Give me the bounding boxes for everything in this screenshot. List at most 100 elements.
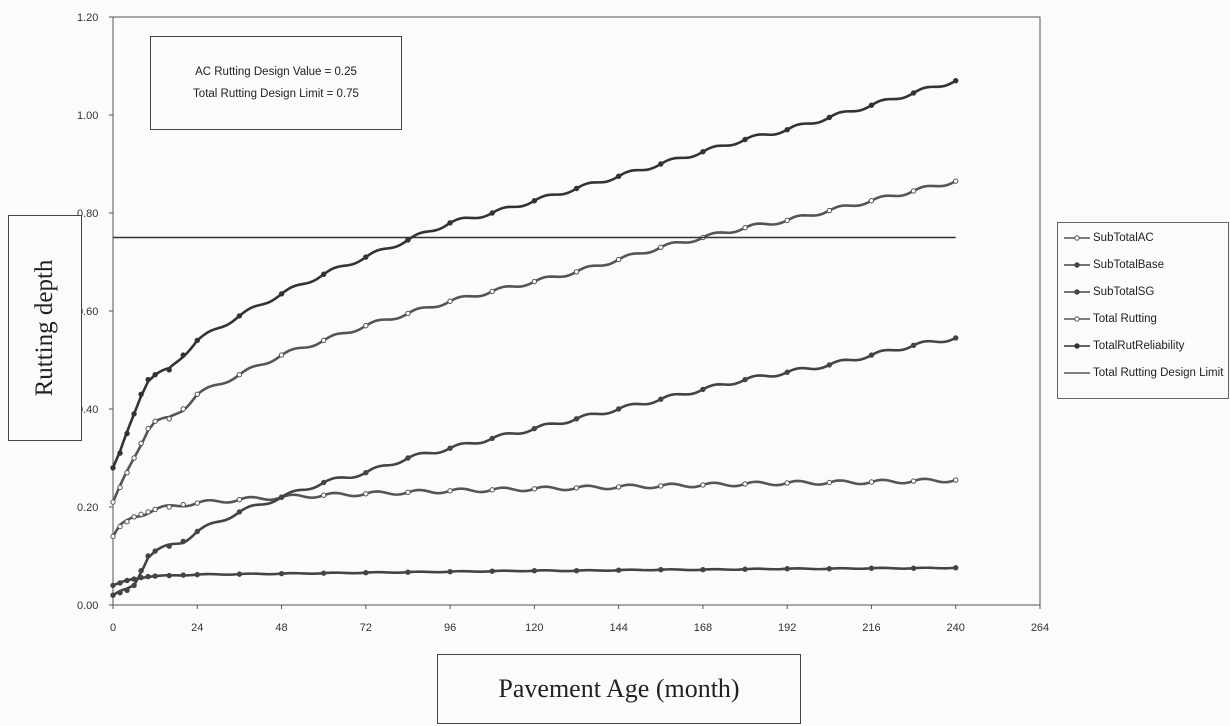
- y-tick-label: 0.00: [77, 600, 98, 612]
- data-point: [742, 481, 748, 487]
- annotation-line-1: AC Rutting Design Value = 0.25: [195, 66, 357, 78]
- data-point: [194, 500, 200, 506]
- data-point: [405, 310, 411, 317]
- data-point: [180, 501, 186, 508]
- data-point: [145, 573, 151, 580]
- data-point: [320, 570, 327, 576]
- data-point: [784, 217, 790, 224]
- data-point: [124, 470, 130, 476]
- series-subtotalsg: [110, 335, 959, 598]
- data-point: [180, 406, 186, 412]
- data-point: [131, 411, 137, 417]
- data-point: [868, 102, 875, 108]
- y-tick-label: 0.60: [77, 306, 98, 318]
- legend-item: Total Rutting: [1064, 312, 1157, 326]
- data-point: [573, 185, 580, 192]
- data-point: [784, 369, 790, 375]
- series-line: [111, 179, 957, 503]
- data-point: [124, 519, 130, 525]
- data-point: [489, 435, 495, 442]
- data-point: [953, 477, 959, 483]
- data-point: [145, 509, 151, 515]
- data-point: [868, 565, 875, 571]
- data-point: [405, 489, 411, 495]
- x-tick-label: 0: [110, 622, 116, 634]
- data-point: [320, 479, 327, 486]
- data-point: [405, 569, 411, 575]
- data-point: [166, 416, 172, 422]
- data-point: [110, 533, 116, 540]
- legend-item: TotalRutReliability: [1064, 339, 1184, 353]
- data-point: [953, 178, 959, 184]
- data-point: [700, 386, 706, 393]
- x-tick-label: 144: [609, 622, 627, 634]
- data-point: [615, 256, 622, 263]
- data-point: [110, 499, 116, 505]
- legend-swatch: [1064, 372, 1090, 374]
- data-point: [742, 376, 748, 383]
- x-tick-label: 72: [360, 622, 372, 634]
- data-point: [658, 483, 664, 489]
- data-point: [447, 568, 453, 575]
- data-point: [166, 543, 172, 549]
- data-point: [531, 278, 538, 285]
- data-point: [363, 491, 369, 497]
- x-tick-label: 24: [191, 622, 203, 634]
- data-point: [138, 511, 144, 518]
- legend-swatch: [1064, 316, 1090, 322]
- data-point: [124, 430, 130, 437]
- data-point: [145, 553, 151, 559]
- legend-item: SubTotalBase: [1064, 258, 1164, 272]
- data-point: [447, 220, 453, 226]
- data-point: [152, 506, 158, 513]
- data-point: [278, 291, 285, 297]
- annotation-line-2: Total Rutting Design Limit = 0.75: [193, 88, 359, 100]
- legend-swatch: [1064, 343, 1090, 349]
- y-axis: 0.00 0.20 0.40 0.60 0.80 1.00 1.20: [77, 12, 113, 612]
- data-point: [531, 425, 538, 432]
- data-point: [110, 582, 116, 589]
- y-axis-title-box: Rutting depth: [8, 215, 82, 441]
- data-point: [236, 313, 243, 319]
- data-point: [953, 78, 959, 84]
- data-point: [573, 485, 580, 491]
- data-point: [363, 323, 369, 329]
- data-point: [573, 416, 580, 422]
- data-point: [742, 225, 748, 231]
- data-point: [700, 149, 706, 155]
- data-point: [320, 492, 327, 498]
- data-point: [700, 482, 706, 488]
- data-point: [180, 538, 186, 544]
- data-point: [131, 455, 137, 461]
- data-point: [194, 528, 200, 535]
- data-point: [910, 342, 917, 348]
- data-point: [447, 445, 453, 451]
- data-point: [117, 590, 123, 596]
- x-tick-label: 48: [275, 622, 287, 634]
- y-axis-title: Rutting depth: [31, 259, 58, 397]
- data-point: [531, 198, 538, 204]
- legend-item: Total Rutting Design Limit: [1064, 366, 1223, 380]
- data-point: [363, 254, 369, 260]
- data-point: [531, 486, 538, 492]
- y-tick-label: 0.20: [77, 502, 98, 514]
- data-point: [363, 569, 369, 576]
- data-point: [700, 567, 706, 573]
- data-point: [236, 509, 243, 515]
- y-tick-label: 0.80: [77, 208, 98, 220]
- data-point: [742, 566, 748, 572]
- chart-legend: SubTotalAC SubTotalBase SubTotalSG Total Ru…: [1057, 222, 1229, 399]
- y-tick-label: 0.40: [77, 404, 98, 416]
- series-layer: [110, 78, 959, 598]
- data-point: [658, 567, 664, 573]
- data-point: [152, 372, 158, 378]
- data-point: [180, 572, 186, 578]
- data-point: [826, 566, 833, 572]
- data-point: [405, 237, 411, 243]
- data-point: [742, 136, 748, 143]
- data-point: [166, 367, 172, 373]
- legend-swatch: [1064, 289, 1090, 295]
- data-point: [320, 271, 327, 277]
- data-point: [117, 523, 123, 530]
- data-point: [236, 496, 243, 503]
